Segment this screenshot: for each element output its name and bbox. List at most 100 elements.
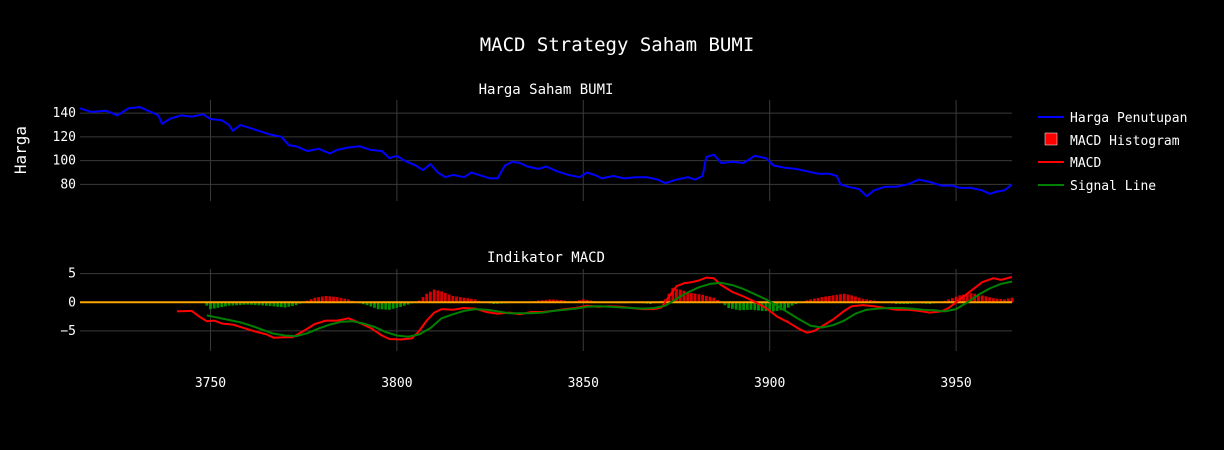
macd-histogram-bar [686,291,690,303]
macd-histogram-bar [548,299,552,303]
macd-histogram-bar [693,293,697,303]
price-subplot-title: Harga Saham BUMI [479,82,614,98]
legend-item-macd-histogram[interactable]: MACD Histogram [1044,132,1180,149]
macd-line-signal-line [206,280,1013,338]
macd-histogram-bar [376,302,380,310]
macd-histogram-bar [999,299,1003,303]
macd-histogram-bar [384,302,388,310]
legend-item-harga-penutupan[interactable]: Harga Penutupan [1038,111,1187,126]
macd-histogram-bar [690,293,693,303]
macd-histogram-bar [708,296,712,303]
macd-histogram-bar [242,302,246,305]
macd-histogram-bar [552,299,555,303]
macd-histogram-bar [965,293,969,303]
macd-series-lines [176,276,1013,341]
macd-histogram-bar [380,302,384,310]
macd-histogram-bar [406,302,410,305]
macd-histogram-bar [246,302,250,305]
legend[interactable]: Harga Penutupan MACD Histogram MACD Sign… [1038,111,1187,194]
macd-histogram-bar [205,302,209,306]
legend-item-macd[interactable]: MACD [1038,156,1101,171]
macd-histogram-bar [742,302,745,311]
macd-histogram-bar [328,296,332,303]
macd-histogram-bar [272,302,276,307]
macd-histogram-bar [764,302,768,312]
macd-histogram-bar [455,296,458,303]
macd-histogram-bar [1003,299,1006,303]
x-tick-label: 3800 [381,376,412,391]
price-y-axis-label: Harga [11,126,30,174]
macd-histogram-bar [425,293,429,303]
macd-histogram-bar [462,297,466,303]
macd-histogram-bar [831,295,835,303]
macd-histogram-bar [399,302,402,307]
macd-histogram-bar [675,288,678,303]
macd-histogram-bar [309,299,313,303]
macd-histogram-bar [432,289,436,303]
macd-histogram-bar [466,298,470,303]
macd-histogram-bar [257,302,261,306]
macd-histogram-bar [861,298,865,303]
macd-histogram-bar [578,300,581,303]
legend-label-signal-line: Signal Line [1070,179,1156,194]
macd-histogram-bar [391,302,395,309]
macd-histogram-bar [581,299,585,303]
macd-histogram-bar [820,297,824,303]
macd-subplot-title: Indikator MACD [487,250,605,266]
legend-item-signal-line[interactable]: Signal Line [1038,179,1156,194]
macd-histogram-bar [265,302,268,306]
macd-histogram-bar [1006,298,1010,303]
price-y-tick-label: 140 [53,106,76,121]
macd-histogram-bar [369,302,373,307]
macd-histogram-bar [451,296,455,303]
macd-histogram-bar [850,295,854,303]
macd-histogram-bar [347,299,350,303]
macd-histogram-bar [544,299,548,303]
macd-histogram-bar [287,302,291,307]
macd-histogram-bar [294,302,298,306]
macd-histogram-bar [835,294,839,303]
price-y-tick-label: 80 [60,177,76,192]
macd-histogram-bar [992,298,995,303]
figure-title: MACD Strategy Saham BUMI [480,34,755,56]
macd-histogram-bar [768,302,772,312]
macd-histogram-bar [790,302,794,306]
macd-histogram-bar [846,294,850,303]
macd-histogram-bar [988,297,991,303]
macd-histogram-bar [816,297,820,303]
macd-histogram-bar [343,298,347,303]
macd-histogram-bar [227,302,231,306]
price-y-tick-label: 120 [53,130,76,145]
macd-histogram-bar [291,302,294,306]
macd-histogram-bar [854,296,857,303]
macd-histogram-bar [947,299,950,303]
macd-histogram-bar [253,302,257,306]
macd-histogram-bar [585,300,589,303]
legend-label-harga-penutupan: Harga Penutupan [1070,111,1187,126]
macd-histogram-bar [723,302,727,306]
macd-histogram-bar [339,297,343,303]
macd-histogram-bar [276,302,279,307]
macd-histogram-bar [839,294,842,303]
macd-histogram-bar [727,302,731,308]
macd-histogram-bar [473,299,477,303]
macd-histogram-bar [980,295,984,303]
macd-histogram-bar [250,302,253,305]
macd-histogram-bar [962,294,965,303]
x-tick-label: 3900 [754,376,785,391]
macd-histogram-bar [969,293,973,303]
macd-histogram-bar [786,302,790,308]
macd-histogram-bar [738,302,742,311]
macd-histogram-bar [261,302,265,306]
macd-histogram-bar [458,297,462,303]
macd-histogram-bar [224,302,227,307]
macd-histogram-bar [335,297,339,303]
macd-histogram-bar [951,298,954,303]
macd-histogram-bar [731,302,734,309]
legend-label-macd: MACD [1070,156,1101,171]
macd-histogram-bar [857,297,861,303]
macd-histogram-bar [447,294,451,303]
x-tick-label: 3850 [568,376,599,391]
macd-y-tick-label: 0 [68,295,76,310]
